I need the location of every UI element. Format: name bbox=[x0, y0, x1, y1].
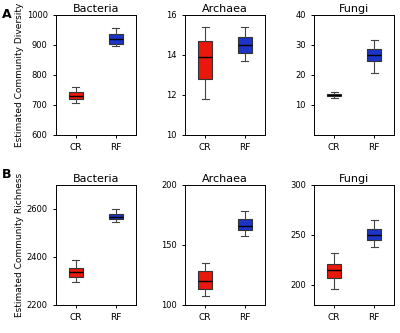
Y-axis label: Estimated Community Diversity: Estimated Community Diversity bbox=[15, 3, 24, 147]
Y-axis label: Estimated Community Richness: Estimated Community Richness bbox=[15, 173, 24, 317]
Text: B: B bbox=[2, 168, 12, 181]
Text: A: A bbox=[2, 8, 12, 21]
PathPatch shape bbox=[69, 92, 83, 99]
Title: Archaea: Archaea bbox=[202, 4, 248, 14]
PathPatch shape bbox=[109, 34, 123, 44]
PathPatch shape bbox=[69, 268, 83, 277]
PathPatch shape bbox=[367, 49, 381, 61]
PathPatch shape bbox=[367, 229, 381, 240]
PathPatch shape bbox=[198, 271, 212, 289]
Title: Fungi: Fungi bbox=[339, 4, 369, 14]
PathPatch shape bbox=[327, 264, 341, 278]
Title: Fungi: Fungi bbox=[339, 174, 369, 184]
PathPatch shape bbox=[238, 218, 252, 230]
PathPatch shape bbox=[327, 94, 341, 96]
Title: Archaea: Archaea bbox=[202, 174, 248, 184]
Title: Bacteria: Bacteria bbox=[73, 4, 119, 14]
PathPatch shape bbox=[238, 37, 252, 53]
Title: Bacteria: Bacteria bbox=[73, 174, 119, 184]
PathPatch shape bbox=[198, 41, 212, 79]
PathPatch shape bbox=[109, 214, 123, 219]
